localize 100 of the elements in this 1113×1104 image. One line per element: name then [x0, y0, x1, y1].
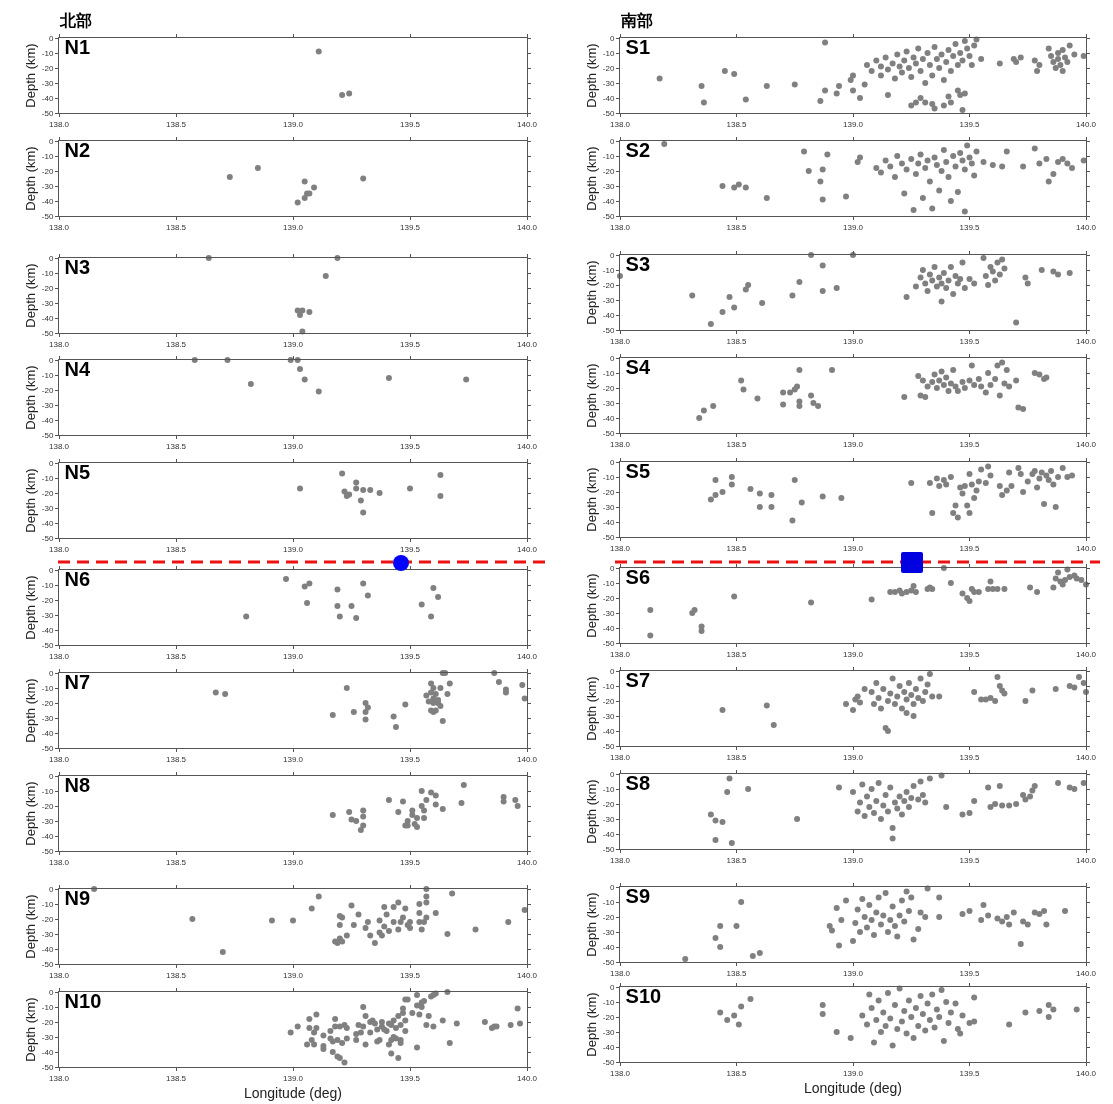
x-tick-label: 138.5 — [726, 649, 748, 659]
y-tick-label: 0 — [609, 136, 615, 146]
chart-title: N10 — [64, 990, 102, 1013]
chart-title: N3 — [64, 256, 91, 279]
y-axis-title: Depth (km) — [583, 363, 599, 428]
x-tick-label: 139.5 — [959, 1068, 981, 1078]
y-tick-label: -40 — [602, 726, 615, 736]
y-tick-label: -20 — [41, 914, 54, 924]
y-tick-label: 0 — [48, 884, 54, 894]
y-tick-label: 0 — [609, 457, 615, 467]
x-tick-label: 139.0 — [842, 439, 864, 449]
y-tick-label: -30 — [41, 181, 54, 191]
chart-title: N8 — [64, 774, 91, 797]
y-tick-label: -40 — [602, 942, 615, 952]
y-tick-label: -40 — [602, 1042, 615, 1052]
chart-title: N1 — [64, 36, 91, 59]
x-tick-label: 139.0 — [282, 544, 304, 554]
y-tick-label: -10 — [602, 578, 615, 588]
y-tick-label: -20 — [41, 63, 54, 73]
x-tick-label: 138.5 — [165, 339, 187, 349]
x-tick-label: 138.0 — [609, 752, 631, 762]
chart-title: S2 — [625, 139, 651, 162]
y-axis-title: Depth (km) — [583, 573, 599, 638]
y-tick-label: -10 — [602, 897, 615, 907]
x-tick-label: 140.0 — [1075, 1068, 1097, 1078]
y-tick-label: -20 — [41, 283, 54, 293]
y-tick-label: -30 — [602, 1027, 615, 1037]
y-axis-title: Depth (km) — [22, 365, 38, 430]
chart-title: S10 — [625, 985, 662, 1008]
y-tick-label: -50 — [41, 328, 54, 338]
y-tick-label: 0 — [609, 769, 615, 779]
x-tick-label: 139.5 — [399, 441, 421, 451]
x-tick-label: 138.0 — [609, 649, 631, 659]
x-tick-label: 138.5 — [165, 544, 187, 554]
chart-title: S5 — [625, 460, 651, 483]
x-axis-title: Longitude (deg) — [243, 1084, 343, 1101]
y-axis-title: Depth (km) — [22, 894, 38, 959]
y-tick-label: -40 — [602, 196, 615, 206]
x-tick-label: 139.5 — [399, 754, 421, 764]
y-tick-label: -50 — [602, 741, 615, 751]
x-tick-label: 140.0 — [516, 222, 538, 232]
x-tick-label: 139.0 — [842, 752, 864, 762]
x-tick-label: 140.0 — [1075, 439, 1097, 449]
x-tick-label: 138.5 — [165, 222, 187, 232]
y-tick-label: -40 — [41, 415, 54, 425]
x-tick-label: 139.0 — [842, 968, 864, 978]
y-tick-label: -10 — [602, 472, 615, 482]
x-tick-label: 139.0 — [282, 222, 304, 232]
x-tick-label: 139.0 — [842, 1068, 864, 1078]
y-tick-label: -40 — [602, 310, 615, 320]
x-tick-label: 139.5 — [399, 857, 421, 867]
chart-title: S1 — [625, 36, 651, 59]
chart-title: S4 — [625, 356, 651, 379]
y-tick-label: -50 — [41, 533, 54, 543]
y-tick-label: -20 — [602, 166, 615, 176]
y-tick-label: -40 — [41, 518, 54, 528]
y-tick-label: -50 — [41, 640, 54, 650]
x-tick-label: 139.5 — [959, 752, 981, 762]
x-tick-label: 138.0 — [609, 222, 631, 232]
y-tick-label: -10 — [602, 997, 615, 1007]
y-tick-label: -40 — [602, 829, 615, 839]
y-axis-title: Depth (km) — [583, 467, 599, 532]
y-tick-label: -50 — [602, 1057, 615, 1067]
x-tick-label: 140.0 — [1075, 119, 1097, 129]
y-axis-title: Depth (km) — [22, 43, 38, 108]
x-tick-label: 140.0 — [516, 119, 538, 129]
y-tick-label: -40 — [602, 413, 615, 423]
x-tick-label: 140.0 — [1075, 968, 1097, 978]
y-axis-title: Depth (km) — [583, 43, 599, 108]
x-tick-label: 139.5 — [399, 222, 421, 232]
x-tick-label: 139.5 — [399, 1073, 421, 1083]
chart-title: N4 — [64, 358, 92, 381]
y-tick-label: -50 — [41, 1062, 54, 1072]
x-tick-label: 138.0 — [609, 1068, 631, 1078]
y-tick-label: 0 — [609, 882, 615, 892]
y-tick-label: -20 — [602, 1012, 615, 1022]
x-tick-label: 139.5 — [959, 222, 981, 232]
x-tick-label: 138.0 — [609, 855, 631, 865]
y-tick-label: -50 — [602, 211, 615, 221]
chart-title: S6 — [625, 566, 651, 589]
y-axis-title: Depth (km) — [22, 468, 38, 533]
chart-title: N2 — [64, 139, 91, 162]
y-axis-title: Depth (km) — [583, 779, 599, 844]
x-tick-label: 138.0 — [48, 857, 70, 867]
x-tick-label: 138.0 — [609, 968, 631, 978]
y-tick-label: -50 — [602, 532, 615, 542]
x-tick-label: 139.0 — [842, 649, 864, 659]
x-tick-label: 140.0 — [516, 970, 538, 980]
x-tick-label: 138.5 — [165, 441, 187, 451]
y-tick-label: -50 — [41, 743, 54, 753]
y-axis-title: Depth (km) — [22, 781, 38, 846]
y-tick-label: -10 — [41, 473, 54, 483]
x-tick-label: 138.5 — [165, 857, 187, 867]
x-tick-label: 139.0 — [282, 339, 304, 349]
x-tick-label: 138.5 — [726, 439, 748, 449]
x-tick-label: 138.5 — [165, 651, 187, 661]
chart-title: S7 — [625, 669, 651, 692]
x-tick-label: 139.0 — [282, 754, 304, 764]
y-tick-label: -10 — [602, 265, 615, 275]
y-tick-label: -20 — [602, 280, 615, 290]
